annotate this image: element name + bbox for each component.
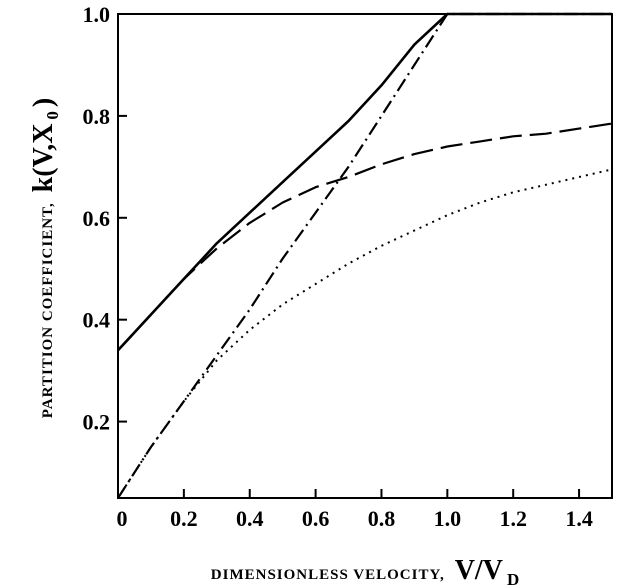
y-axis-label-sub: 0 [43, 111, 62, 120]
x-axis-label-caps: DIMENSIONLESS VELOCITY, [211, 567, 445, 583]
y-tick-label: 0.8 [83, 104, 111, 129]
x-axis-label-main: V/V [455, 555, 503, 586]
series-line-dotted [117, 168, 613, 499]
x-tick-label: 0.8 [368, 506, 396, 531]
x-tick-label: 0.2 [170, 506, 198, 531]
x-tick-label: 1.2 [499, 506, 527, 531]
x-tick-label: 0.6 [302, 506, 330, 531]
y-tick-label: 1.0 [83, 2, 111, 27]
series-line-dashed [117, 122, 613, 352]
series-line-dashdot [117, 12, 612, 499]
x-axis-label-sub: D [507, 570, 519, 587]
tick-labels-layer: 0 0.2 0.4 0.6 0.8 1.0 1.2 1.4 0.2 0.4 0.6 0.8 1.0 [83, 2, 593, 531]
plot-frame [117, 13, 613, 499]
ticks-layer [117, 13, 581, 498]
x-axis-label: DIMENSIONLESS VELOCITY, V/V D [211, 555, 519, 587]
y-axis-label-close: ) [28, 98, 59, 107]
x-tick-label: 0 [117, 506, 128, 531]
y-tick-label: 0.4 [83, 308, 111, 333]
series-line-solid [117, 12, 612, 352]
x-tick-label: 1.0 [434, 506, 462, 531]
y-axis-label: PARTITION COEFFICIENT, k(V,X 0 ) [28, 98, 62, 419]
y-tick-label: 0.2 [83, 410, 111, 435]
y-axis-label-caps: PARTITION COEFFICIENT, [40, 202, 56, 418]
series-layer [117, 12, 613, 499]
y-tick-label: 0.6 [83, 206, 111, 231]
x-tick-label: 1.4 [565, 506, 593, 531]
x-tick-label: 0.4 [236, 506, 264, 531]
y-axis-label-main: k(V,X [28, 124, 59, 193]
